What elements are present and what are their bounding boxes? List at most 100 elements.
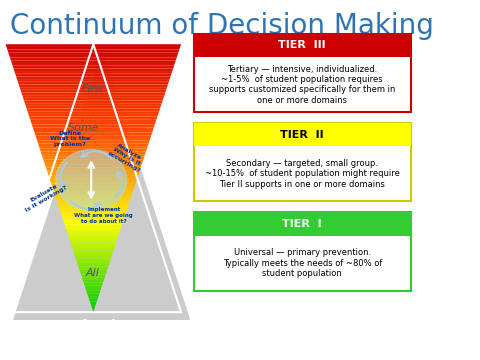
- Polygon shape: [72, 245, 115, 248]
- Polygon shape: [36, 138, 150, 141]
- Text: Continuum of Decision Making: Continuum of Decision Making: [10, 12, 433, 40]
- Polygon shape: [73, 251, 113, 253]
- Circle shape: [56, 150, 127, 210]
- Polygon shape: [17, 79, 170, 82]
- Polygon shape: [84, 285, 102, 288]
- Polygon shape: [22, 93, 165, 95]
- Polygon shape: [41, 152, 146, 154]
- Polygon shape: [78, 267, 108, 269]
- Text: Some: Some: [68, 123, 100, 133]
- Text: Academics: Academics: [49, 319, 133, 333]
- Polygon shape: [62, 219, 124, 221]
- Polygon shape: [52, 186, 134, 189]
- Polygon shape: [80, 272, 107, 275]
- FancyBboxPatch shape: [193, 123, 411, 202]
- Polygon shape: [64, 224, 122, 226]
- Polygon shape: [77, 261, 110, 264]
- Polygon shape: [81, 275, 106, 277]
- Polygon shape: [12, 63, 175, 66]
- Polygon shape: [22, 95, 165, 98]
- Polygon shape: [32, 125, 155, 127]
- Polygon shape: [88, 296, 98, 299]
- FancyBboxPatch shape: [193, 123, 411, 147]
- Polygon shape: [46, 167, 141, 170]
- Polygon shape: [90, 301, 97, 304]
- Polygon shape: [11, 60, 176, 63]
- Polygon shape: [57, 200, 130, 202]
- Text: and/or  Behavior: and/or Behavior: [45, 334, 138, 344]
- Text: TIER  III: TIER III: [278, 40, 326, 50]
- Polygon shape: [9, 55, 178, 58]
- Text: Implement
What are we going
to do about it?: Implement What are we going to do about …: [74, 207, 133, 224]
- FancyBboxPatch shape: [193, 212, 411, 236]
- FancyBboxPatch shape: [193, 212, 411, 291]
- Polygon shape: [26, 106, 161, 109]
- Polygon shape: [69, 237, 118, 240]
- Polygon shape: [55, 194, 132, 197]
- FancyBboxPatch shape: [193, 33, 411, 57]
- Text: Evaluate
Is it working?: Evaluate Is it working?: [22, 180, 69, 213]
- Polygon shape: [7, 50, 180, 52]
- Polygon shape: [56, 197, 131, 200]
- Polygon shape: [91, 304, 96, 307]
- Polygon shape: [54, 192, 133, 194]
- Polygon shape: [33, 127, 154, 130]
- Polygon shape: [37, 141, 149, 143]
- Polygon shape: [70, 240, 117, 243]
- FancyBboxPatch shape: [193, 33, 411, 112]
- Polygon shape: [34, 130, 153, 133]
- Polygon shape: [72, 248, 114, 251]
- Polygon shape: [6, 47, 180, 50]
- Polygon shape: [93, 310, 94, 312]
- Polygon shape: [30, 119, 156, 122]
- Polygon shape: [86, 291, 100, 293]
- Polygon shape: [79, 269, 108, 272]
- Polygon shape: [44, 162, 143, 165]
- Polygon shape: [48, 173, 139, 176]
- Polygon shape: [63, 221, 123, 224]
- Polygon shape: [87, 293, 99, 296]
- Polygon shape: [49, 178, 137, 181]
- Polygon shape: [43, 159, 144, 162]
- Polygon shape: [67, 232, 120, 234]
- Polygon shape: [38, 143, 149, 146]
- Polygon shape: [71, 243, 116, 245]
- Polygon shape: [50, 181, 136, 184]
- Polygon shape: [39, 146, 148, 149]
- Polygon shape: [10, 58, 177, 60]
- Polygon shape: [59, 208, 128, 210]
- Polygon shape: [66, 229, 120, 232]
- Polygon shape: [53, 189, 134, 192]
- Polygon shape: [57, 202, 129, 205]
- Polygon shape: [35, 133, 152, 135]
- Polygon shape: [31, 122, 156, 125]
- Polygon shape: [24, 100, 163, 103]
- Polygon shape: [40, 149, 147, 152]
- Polygon shape: [26, 109, 160, 111]
- Polygon shape: [42, 157, 144, 159]
- Text: Secondary — targeted, small group.
~10-15%  of student population might require
: Secondary — targeted, small group. ~10-1…: [205, 159, 400, 189]
- Polygon shape: [61, 213, 126, 216]
- Polygon shape: [82, 277, 105, 280]
- Polygon shape: [15, 74, 171, 76]
- Polygon shape: [14, 51, 190, 319]
- Polygon shape: [16, 76, 170, 79]
- Polygon shape: [85, 288, 101, 291]
- Polygon shape: [62, 216, 125, 219]
- Polygon shape: [92, 307, 95, 310]
- Polygon shape: [60, 210, 127, 213]
- Polygon shape: [19, 85, 168, 87]
- Polygon shape: [89, 299, 98, 301]
- Polygon shape: [42, 154, 145, 157]
- Polygon shape: [78, 264, 109, 267]
- Text: Analyze
Why is it
occurring?: Analyze Why is it occurring?: [107, 140, 147, 173]
- Text: Tertiary — intensive, individualized.
~1-5%  of student population requires
supp: Tertiary — intensive, individualized. ~1…: [209, 64, 396, 105]
- Polygon shape: [6, 44, 181, 47]
- Polygon shape: [75, 256, 112, 258]
- Polygon shape: [68, 234, 119, 237]
- Polygon shape: [51, 184, 135, 186]
- Polygon shape: [47, 170, 140, 173]
- Polygon shape: [74, 253, 113, 256]
- Text: TIER  I: TIER I: [282, 219, 322, 229]
- Polygon shape: [14, 71, 172, 74]
